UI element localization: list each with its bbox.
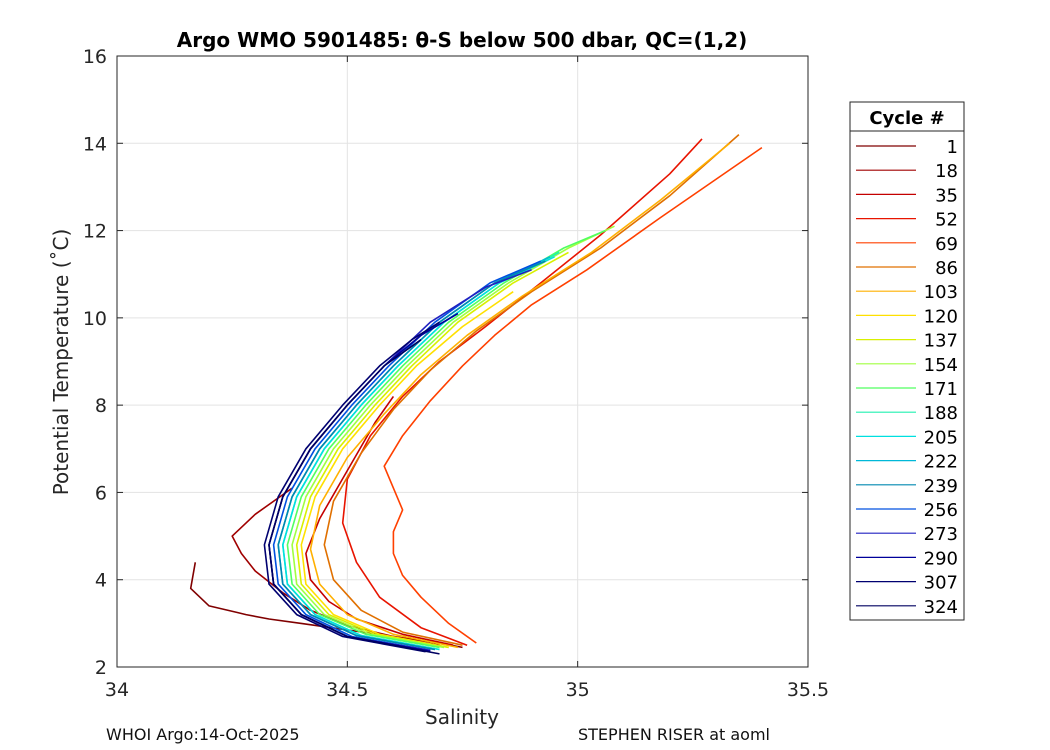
legend: Cycle #1 18 35 52 69 86 103 120 137 154 171 188 205 2… <box>849 101 965 621</box>
y-tick-label: 4 <box>95 570 107 592</box>
y-axis-label: Potential Temperature (˚C) <box>49 229 73 496</box>
plot-area <box>189 134 763 655</box>
legend-label: 52 <box>935 210 958 231</box>
series-line-cycle-52 <box>341 138 703 646</box>
x-axis-label: Salinity <box>425 705 499 729</box>
legend-label: 222 <box>924 452 958 473</box>
y-tick-label: 12 <box>83 221 107 243</box>
chart-title: Argo WMO 5901485: θ-S below 500 dbar, QC… <box>177 28 747 52</box>
series-line-cycle-324 <box>268 339 440 655</box>
series-line-cycle-69 <box>383 146 763 644</box>
series-line-cycle-256 <box>272 260 542 652</box>
legend-label: 307 <box>924 573 958 594</box>
series-line-cycle-171 <box>286 229 606 649</box>
legend-label: 324 <box>924 597 958 618</box>
footer-credit: STEPHEN RISER at aoml <box>578 725 770 744</box>
axis-ticks: 34 34.5 35 35.5 2 4 6 8 10 12 14 16 <box>83 46 829 701</box>
x-tick-label: 34.5 <box>326 679 368 701</box>
legend-label: 239 <box>924 476 958 497</box>
x-tick-label: 35.5 <box>787 679 829 701</box>
y-tick-label: 10 <box>83 308 107 330</box>
legend-label: 18 <box>935 161 958 182</box>
footer-source: WHOI Argo:14-Oct-2025 <box>106 725 300 744</box>
legend-title: Cycle # <box>869 108 944 129</box>
x-tick-label: 35 <box>566 679 590 701</box>
x-tick-label: 34 <box>105 679 129 701</box>
series-line-cycle-137 <box>295 251 569 649</box>
legend-label: 35 <box>935 185 958 206</box>
y-tick-label: 14 <box>83 133 107 155</box>
series-line-cycle-86 <box>323 134 740 646</box>
series-line-cycle-239 <box>277 260 546 651</box>
series-line-cycle-120 <box>300 291 514 649</box>
y-tick-label: 16 <box>83 46 107 68</box>
grid <box>116 55 809 668</box>
series-line-cycle-103 <box>309 142 731 649</box>
axes-frame <box>116 55 809 668</box>
legend-label: 256 <box>924 500 958 521</box>
legend-label: 120 <box>924 306 958 327</box>
y-tick-label: 8 <box>95 395 107 417</box>
y-tick-label: 2 <box>95 657 107 679</box>
series-line-cycle-154 <box>291 225 615 649</box>
legend-label: 1 <box>947 137 958 158</box>
legend-label: 205 <box>924 427 958 448</box>
legend-label: 103 <box>924 282 958 303</box>
legend-label: 273 <box>924 524 958 545</box>
series-line-cycle-307 <box>263 321 440 653</box>
legend-label: 290 <box>924 548 958 569</box>
legend-label: 171 <box>924 379 958 400</box>
y-tick-label: 6 <box>95 482 107 504</box>
legend-label: 69 <box>935 234 958 255</box>
series-line-cycle-35 <box>305 395 454 646</box>
legend-label: 86 <box>935 258 958 279</box>
legend-label: 188 <box>924 403 958 424</box>
legend-label: 137 <box>924 331 958 352</box>
legend-label: 154 <box>924 355 958 376</box>
